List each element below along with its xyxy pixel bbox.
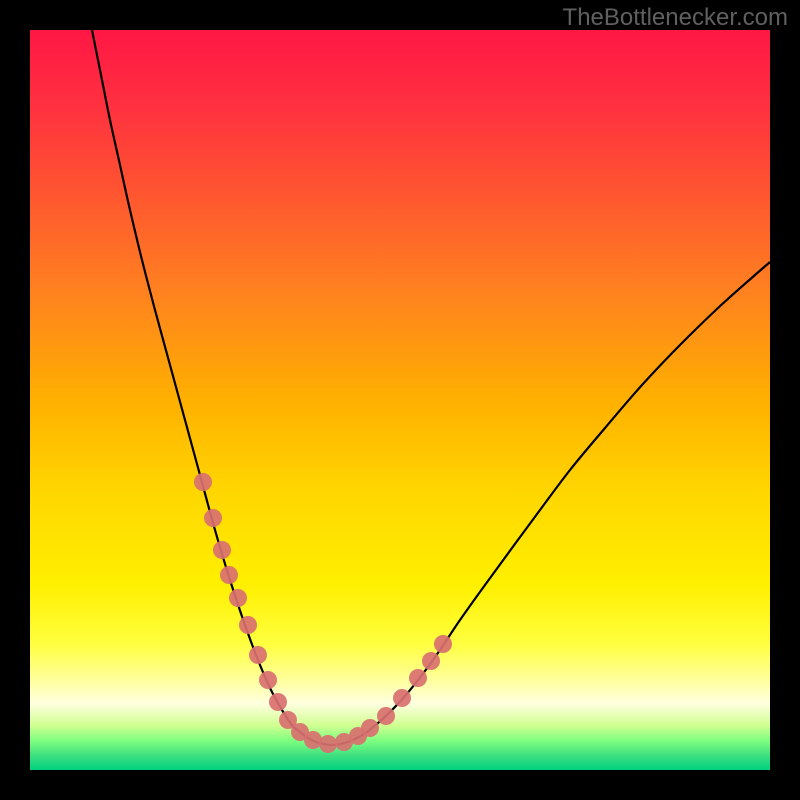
bottleneck-curve <box>90 30 770 745</box>
data-marker <box>361 719 379 737</box>
data-marker <box>239 616 257 634</box>
data-marker <box>422 652 440 670</box>
data-marker <box>259 671 277 689</box>
data-marker <box>377 707 395 725</box>
data-marker <box>220 566 238 584</box>
data-marker <box>213 541 231 559</box>
curve-layer <box>30 30 770 770</box>
data-marker <box>269 693 287 711</box>
data-marker <box>393 689 411 707</box>
data-marker <box>249 646 267 664</box>
plot-area <box>30 30 770 770</box>
watermark-text: TheBottlenecker.com <box>563 4 788 32</box>
data-marker <box>229 589 247 607</box>
data-markers <box>194 473 452 753</box>
data-marker <box>194 473 212 491</box>
data-marker <box>319 735 337 753</box>
data-marker <box>409 669 427 687</box>
data-marker <box>204 509 222 527</box>
data-marker <box>434 635 452 653</box>
